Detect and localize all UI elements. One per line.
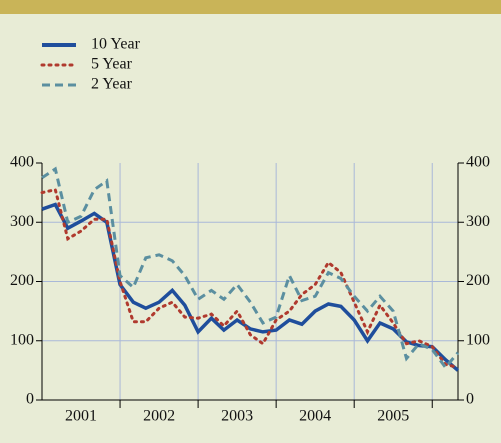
x-tick-label: 2005 bbox=[377, 408, 409, 425]
series-line bbox=[41, 166, 460, 370]
header-band bbox=[0, 0, 501, 14]
legend-label: 10 Year bbox=[91, 36, 141, 53]
y2-tick-label: 0 bbox=[466, 391, 474, 408]
legend-label: 2 Year bbox=[91, 76, 133, 93]
y2-tick-label: 100 bbox=[466, 331, 490, 348]
y2-tick-label: 300 bbox=[466, 213, 490, 230]
y-tick-label: 400 bbox=[10, 154, 34, 171]
y-tick-label: 100 bbox=[10, 331, 34, 348]
y-tick-label: 0 bbox=[26, 391, 34, 408]
legend-label: 5 Year bbox=[91, 56, 133, 73]
x-tick-label: 2002 bbox=[143, 408, 175, 425]
x-tick-label: 2001 bbox=[65, 408, 97, 425]
series-line bbox=[40, 187, 460, 369]
y2-tick-label: 200 bbox=[466, 272, 490, 289]
y2-tick-label: 400 bbox=[466, 154, 490, 171]
y-tick-label: 200 bbox=[10, 272, 34, 289]
x-tick-label: 2003 bbox=[221, 408, 253, 425]
y-tick-label: 300 bbox=[10, 213, 34, 230]
x-tick-label: 2004 bbox=[299, 408, 331, 425]
